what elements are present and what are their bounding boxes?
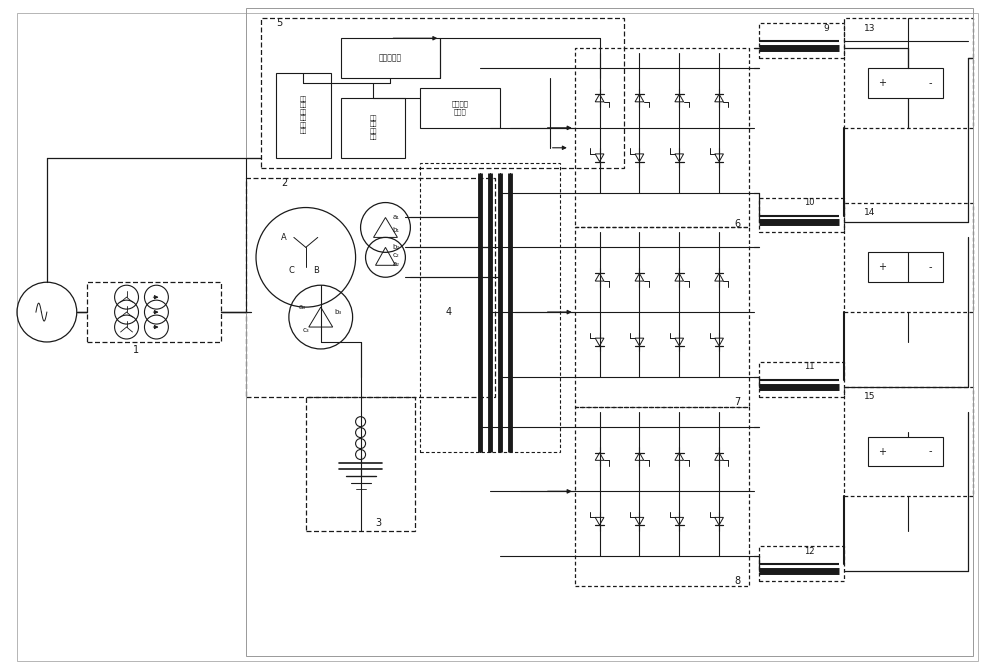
Text: 2: 2 — [281, 177, 287, 187]
Text: 7: 7 — [734, 396, 740, 407]
Text: 4: 4 — [445, 307, 451, 317]
Text: 11: 11 — [804, 362, 814, 372]
Text: 1: 1 — [133, 345, 140, 355]
Text: 15: 15 — [863, 392, 875, 401]
Text: -: - — [928, 78, 932, 88]
Text: 8: 8 — [734, 576, 740, 586]
Bar — [246, 8, 973, 656]
Bar — [868, 437, 943, 466]
Bar — [261, 18, 624, 168]
Text: +: + — [878, 446, 886, 456]
Bar — [759, 198, 844, 233]
Bar — [759, 24, 844, 58]
Text: 13: 13 — [863, 24, 875, 33]
Bar — [276, 73, 331, 158]
Text: 5: 5 — [276, 18, 282, 28]
Text: b₃: b₃ — [335, 309, 342, 315]
Text: 10: 10 — [804, 198, 814, 207]
Text: 最佳
触发
计算
模块: 最佳 触发 计算 模块 — [369, 116, 377, 140]
Text: b₂: b₂ — [392, 245, 400, 251]
Bar — [844, 18, 973, 128]
Bar — [575, 48, 749, 227]
Text: b₁: b₁ — [392, 227, 400, 233]
Text: A: A — [281, 233, 287, 242]
Bar — [246, 177, 495, 396]
Text: 12: 12 — [804, 546, 814, 556]
Text: c₂: c₂ — [392, 252, 399, 258]
Text: B: B — [313, 265, 319, 275]
Text: +: + — [878, 262, 886, 272]
Text: 各桥
滤波
直流
纹波
指令
模块: 各桥 滤波 直流 纹波 指令 模块 — [300, 96, 307, 134]
Bar — [87, 282, 221, 342]
Text: a₃: a₃ — [299, 304, 306, 310]
Bar — [420, 163, 560, 452]
Text: 综合控制器: 综合控制器 — [379, 54, 402, 62]
Bar — [306, 396, 415, 531]
Bar — [341, 38, 440, 78]
Text: -: - — [928, 446, 932, 456]
Bar — [844, 387, 973, 497]
Text: 3: 3 — [376, 518, 382, 528]
Text: 6: 6 — [734, 220, 740, 229]
Bar — [420, 88, 500, 128]
Text: 14: 14 — [863, 208, 875, 217]
Bar — [868, 253, 943, 282]
Bar — [759, 362, 844, 396]
Text: -: - — [928, 262, 932, 272]
Text: C: C — [289, 265, 295, 275]
Text: 纹波最优
占空比: 纹波最优 占空比 — [452, 101, 469, 115]
Text: a₁: a₁ — [392, 214, 399, 220]
Bar — [575, 407, 749, 586]
Text: c₃: c₃ — [303, 327, 309, 333]
Bar — [759, 546, 844, 581]
Bar — [844, 202, 973, 312]
Text: +: + — [878, 78, 886, 88]
Bar — [575, 227, 749, 407]
Bar — [341, 98, 405, 158]
Text: a₂: a₂ — [392, 261, 400, 267]
Text: 9: 9 — [824, 24, 829, 33]
Bar — [868, 68, 943, 98]
